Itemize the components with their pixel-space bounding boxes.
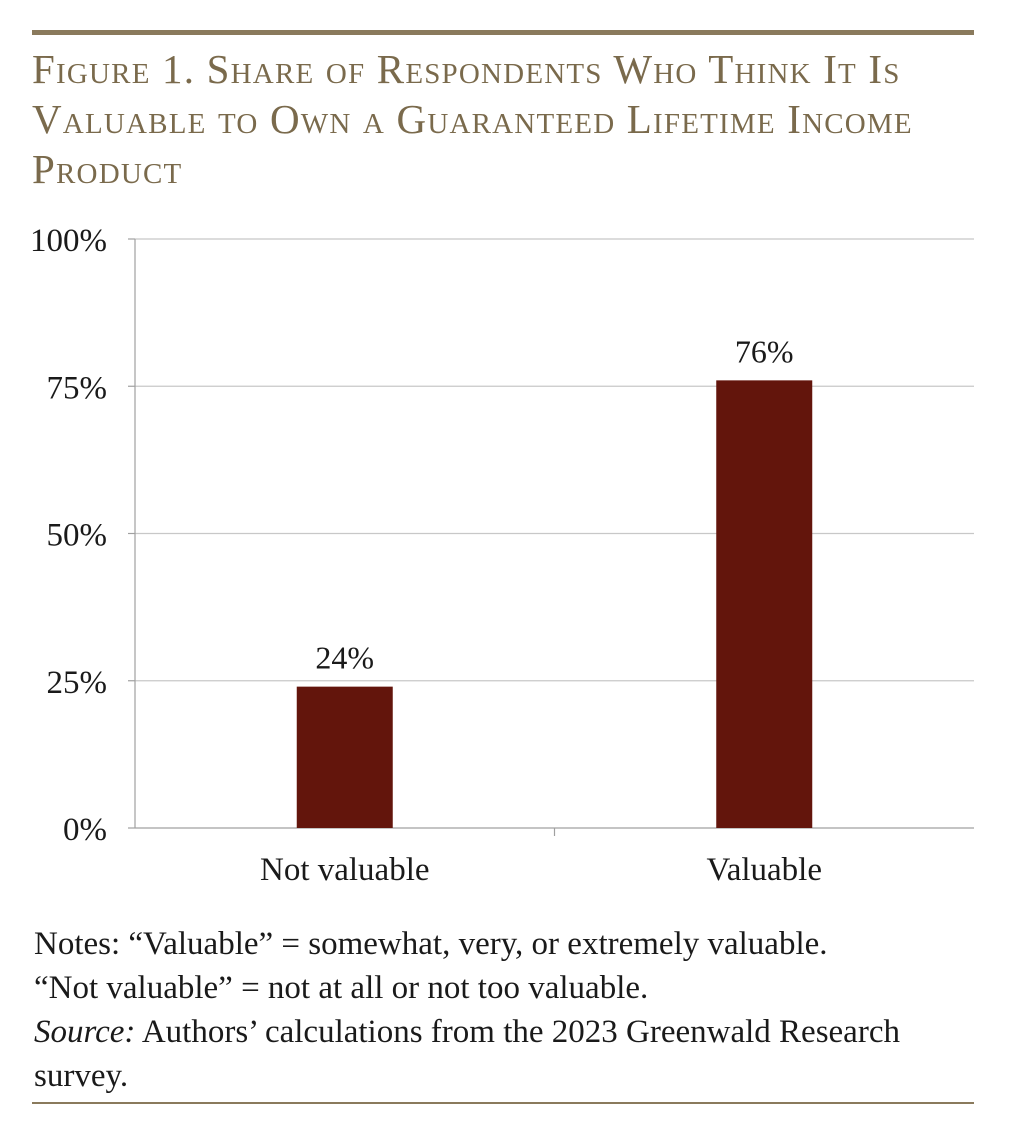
top-rule	[32, 30, 974, 35]
figure-notes: Notes: “Valuable” = somewhat, very, or e…	[34, 922, 984, 1098]
data-label-not-valuable: 24%	[315, 640, 374, 676]
data-label-valuable: 76%	[735, 333, 794, 369]
notes-line-2: “Not valuable” = not at all or not too v…	[34, 970, 649, 1006]
y-tick-label-50: 50%	[47, 518, 108, 554]
notes-line-1: Notes: “Valuable” = somewhat, very, or e…	[34, 926, 828, 962]
y-tick-label-100: 100%	[30, 223, 107, 259]
gridlines	[135, 238, 974, 682]
labels: 0% 25% 50% 75% 100% 24% Not valuable 76% Valuabl…	[30, 223, 822, 888]
x-category-label-not-valuable: Not valuable	[260, 852, 430, 888]
y-tick-label-0: 0%	[63, 812, 107, 848]
y-tick-label-25: 25%	[47, 665, 108, 701]
source-line: Source: Authors’ calculations from the 2…	[34, 1010, 984, 1098]
axes	[128, 238, 974, 836]
source-text: Authors’ calculations from the 2023 Gree…	[34, 1014, 900, 1094]
bar-not-valuable	[296, 686, 393, 828]
x-category-label-valuable: Valuable	[707, 852, 822, 888]
y-tick-label-75: 75%	[47, 370, 108, 406]
source-label: Source:	[34, 1014, 136, 1050]
figure-title: Figure 1. Share of Respondents Who Think…	[32, 46, 913, 192]
bottom-rule	[32, 1102, 974, 1104]
bar-valuable	[716, 380, 813, 828]
bars	[296, 380, 813, 828]
